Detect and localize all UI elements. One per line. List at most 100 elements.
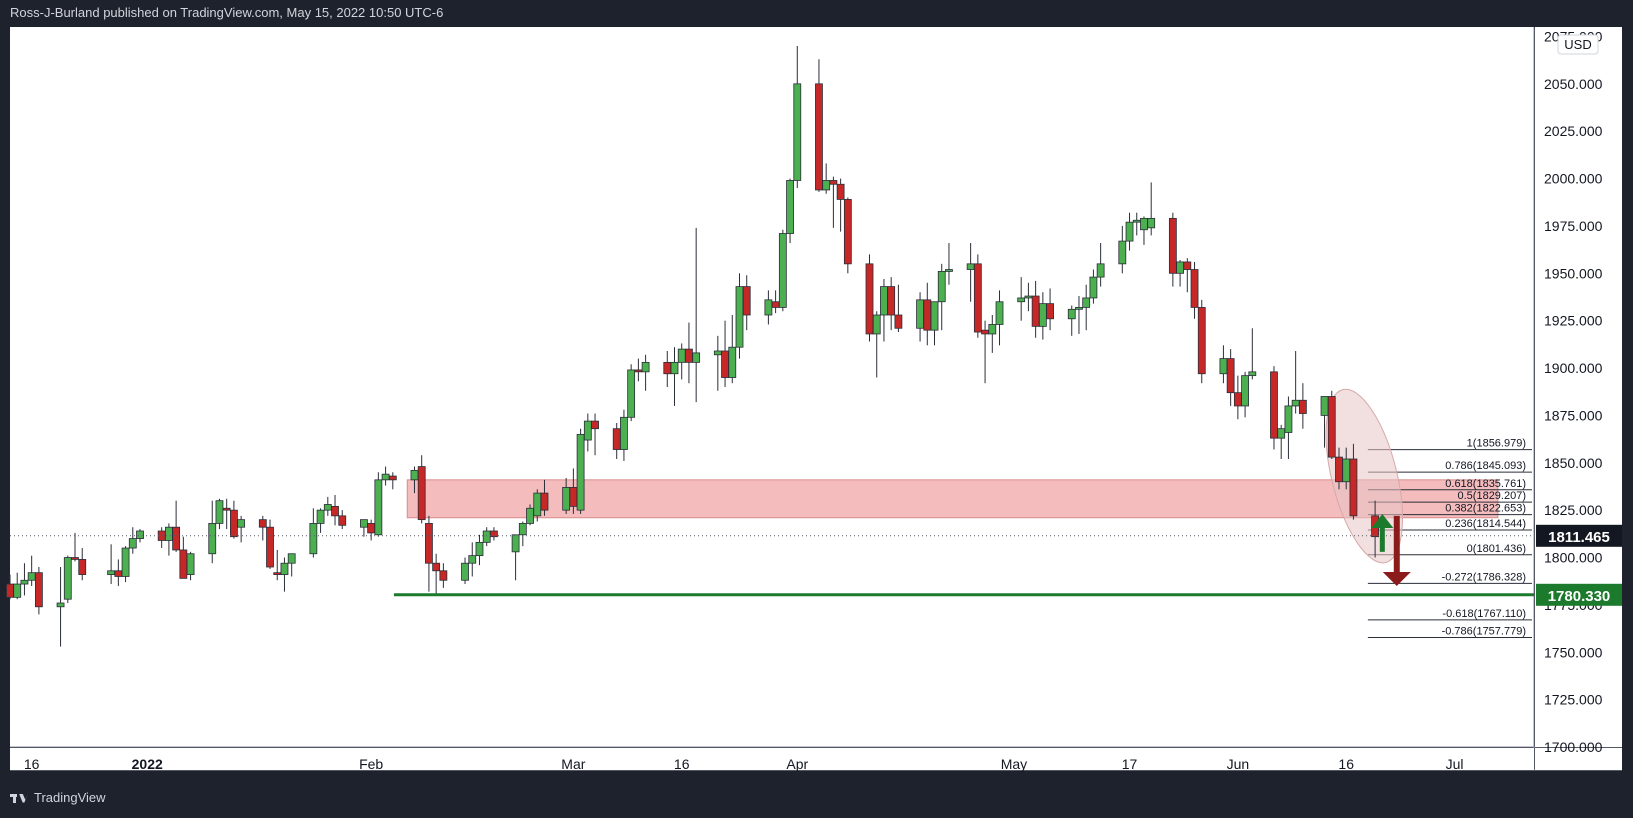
candle	[1241, 371, 1249, 418]
footer-brand-label: TradingView	[34, 790, 106, 805]
y-tick-label: 2000.000	[1544, 171, 1603, 187]
candle-body	[1277, 428, 1286, 439]
time-axis[interactable]	[10, 748, 1534, 770]
y-tick-label: 1900.000	[1544, 360, 1603, 376]
candle	[815, 59, 823, 192]
candle	[316, 508, 325, 533]
candle	[222, 498, 231, 530]
candle	[1089, 269, 1098, 304]
candle-body	[923, 299, 932, 331]
candle	[988, 315, 997, 353]
candle-body	[273, 572, 282, 575]
candle-body	[620, 416, 628, 450]
candle-body	[280, 562, 289, 575]
candle-body	[208, 523, 217, 555]
x-tick-label: 16	[674, 756, 690, 772]
candle-body	[136, 530, 144, 539]
candle	[937, 263, 946, 331]
candle-body	[865, 263, 874, 335]
candle	[388, 472, 397, 490]
candlesticks	[6, 45, 1379, 647]
candle-body	[1132, 219, 1141, 223]
x-tick-label: May	[1001, 756, 1027, 772]
horizontal-lines[interactable]	[10, 535, 1534, 597]
candle	[215, 498, 224, 530]
fib-label: 1(1856.979)	[1467, 438, 1526, 450]
candle	[836, 178, 845, 232]
fib-label: -0.272(1786.328)	[1442, 571, 1526, 583]
candle	[887, 277, 896, 331]
candle-body	[222, 507, 231, 511]
candle-body	[836, 183, 845, 200]
candle-body	[916, 299, 924, 329]
fib-label: 0.236(1814.544)	[1445, 518, 1526, 530]
y-tick-label: 2025.000	[1544, 123, 1603, 139]
candle	[793, 45, 802, 189]
candle	[136, 529, 144, 543]
candle	[1067, 305, 1076, 336]
candle	[620, 409, 628, 461]
candle	[1248, 328, 1257, 380]
candle-body	[583, 420, 592, 441]
candle-body	[887, 286, 896, 316]
candle	[735, 273, 744, 359]
candle-body	[374, 479, 383, 536]
candle-body	[1233, 392, 1242, 407]
candle-body	[1284, 405, 1293, 433]
x-tick-label: Apr	[786, 756, 808, 772]
candle-body	[1320, 396, 1329, 416]
candle	[778, 229, 787, 312]
candle	[930, 301, 939, 346]
candle	[237, 515, 246, 543]
price-axis[interactable]	[1535, 27, 1622, 747]
candle-body	[930, 301, 939, 331]
candle-body	[439, 570, 448, 581]
direction-arrows[interactable]	[1371, 513, 1411, 586]
candle-body	[490, 530, 498, 538]
candle	[417, 455, 426, 524]
current-price-tag-box	[1536, 524, 1622, 547]
candle-body	[786, 180, 794, 234]
candle-body	[880, 286, 888, 316]
arrow-head	[1371, 513, 1394, 528]
candle	[945, 243, 953, 285]
candle-body	[1168, 217, 1177, 274]
candle	[1147, 182, 1156, 236]
candle-body	[287, 553, 296, 564]
candle	[872, 311, 881, 378]
candle-body	[461, 562, 469, 581]
candle	[576, 428, 585, 514]
footer-brand[interactable]: TradingView	[10, 790, 106, 805]
candle	[670, 347, 679, 406]
fib-label: -0.618(1767.110)	[1442, 608, 1526, 620]
candle	[583, 413, 592, 452]
publisher-caption: Ross-J-Burland published on TradingView.…	[10, 5, 444, 20]
x-tick-label: Mar	[561, 756, 585, 772]
currency-badge[interactable]: USD	[1557, 34, 1599, 55]
candle	[56, 567, 65, 647]
candle	[627, 364, 636, 422]
currency-label: USD	[1564, 37, 1591, 52]
price-axis-labels: 2075.0002050.0002025.0002000.0001975.000…	[1544, 28, 1603, 755]
candle-body	[20, 579, 29, 585]
candle	[1197, 299, 1206, 384]
candle-body	[128, 538, 137, 549]
candle-body	[677, 348, 686, 363]
supply-demand-zone[interactable]	[406, 479, 1499, 519]
candle	[172, 500, 181, 552]
candle-body	[27, 572, 36, 581]
fib-label: 0.382(1822.653)	[1445, 503, 1526, 515]
support-price-tag: 1780.330	[1536, 583, 1622, 606]
candle-body	[381, 473, 390, 481]
candle	[1046, 288, 1054, 331]
candle-body	[1089, 276, 1098, 299]
candle	[128, 527, 137, 554]
candle-body	[1335, 456, 1343, 483]
candle-body	[258, 519, 267, 528]
candle-body	[179, 549, 188, 579]
candle-body	[1342, 458, 1351, 483]
candle-body	[1125, 221, 1134, 242]
candle	[20, 563, 29, 596]
candle	[475, 534, 484, 566]
